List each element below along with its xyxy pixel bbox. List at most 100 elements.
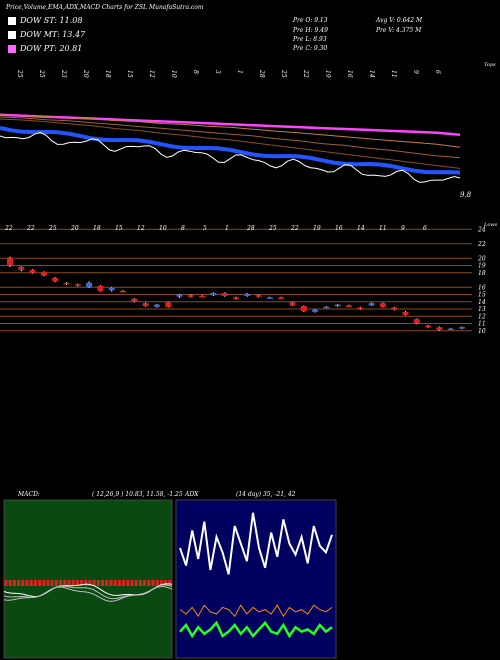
ema-date-label: 18	[104, 70, 111, 78]
candle-body	[52, 277, 59, 282]
legend-dow-pt: DOW PT: 20.81	[8, 44, 82, 53]
macd-histogram-bar	[147, 580, 151, 586]
candle-body	[346, 305, 352, 307]
price-date-label: 22	[4, 225, 13, 232]
candle-body	[29, 269, 36, 273]
macd-histogram-bar	[33, 580, 37, 586]
price-date-label: 15	[115, 225, 123, 232]
adx-series-line	[179, 604, 333, 618]
macd-histogram-bar	[71, 580, 75, 586]
macd-histogram-bar	[25, 580, 29, 586]
ema-date-label: 9	[412, 70, 419, 74]
legend-swatch	[8, 44, 16, 53]
ema-date-label: 15	[126, 70, 133, 78]
candle-body	[131, 298, 138, 302]
macd-histogram-bar	[92, 580, 96, 586]
macd-histogram-bar	[138, 580, 142, 586]
price-date-label: 25	[268, 225, 277, 232]
ema-series-line	[0, 118, 461, 169]
macd-histogram-bar	[59, 580, 63, 586]
macd-histogram-bar	[8, 580, 12, 586]
candle-body	[391, 307, 398, 310]
price-date-label: 20	[70, 225, 79, 232]
macd-line	[3, 586, 173, 602]
macd-params: ( 12,26,9 ) 10.83, 11.58, -1.25	[92, 491, 183, 498]
site-name: MunafaSutra.com	[148, 4, 204, 11]
macd-histogram-bar	[88, 580, 92, 586]
candle-body	[379, 303, 386, 307]
candle-body	[459, 327, 465, 329]
ema-date-label: 6	[434, 70, 441, 74]
candle-body	[97, 285, 104, 291]
legend-dow-st: DOW ST: 11.08	[8, 16, 82, 25]
ema-price-line	[0, 131, 461, 183]
candle-body	[120, 290, 126, 293]
candle-body	[176, 294, 183, 297]
macd-histogram-bar	[46, 580, 50, 586]
price-date-label: 16	[335, 225, 343, 232]
candle-body	[233, 297, 239, 299]
legend-label: DOW PT: 20.81	[20, 44, 83, 53]
macd-histogram-bar	[109, 580, 113, 586]
price-level-label: 12	[478, 313, 486, 320]
candle-body	[221, 293, 228, 296]
price-date-label: 28	[246, 225, 255, 232]
ema-series-line	[0, 114, 461, 148]
macd-histogram-bar	[84, 580, 88, 586]
ema-date-label: 12	[148, 70, 155, 78]
candle-body	[357, 307, 364, 310]
ema-panel: 25 25 23 20 18 15 12 10 8 3 1 28 25 22 19 16 14 11 9 6Tops9…	[0, 62, 496, 199]
ema-series-line	[0, 116, 461, 159]
price-date-label: 10	[159, 225, 167, 232]
candle-body	[255, 295, 262, 297]
macd-label: MACD:	[18, 491, 40, 498]
price-level-label: 20	[477, 255, 486, 262]
adx-panel	[175, 499, 337, 659]
macd-histogram-bar	[122, 580, 126, 586]
stat-high: Pre H: 9.49	[293, 27, 328, 34]
price-date-label: 14	[357, 225, 365, 232]
candle-body	[266, 297, 273, 299]
stat-pre-volume: Pre V: 4.375 M	[376, 27, 422, 34]
candle-body	[142, 303, 149, 307]
macd-histogram-bar	[63, 580, 67, 586]
adx-series-line	[179, 512, 333, 575]
candle-body	[447, 328, 454, 331]
price-level-label: 15	[478, 292, 486, 299]
candle-body	[323, 306, 330, 309]
macd-histogram-bar	[54, 580, 58, 586]
ema-date-label: 3	[214, 70, 221, 74]
macd-histogram-bar	[38, 580, 42, 586]
macd-histogram-bar	[105, 580, 109, 586]
macd-histogram-bar	[50, 580, 54, 586]
ema-date-label: 28	[258, 69, 265, 78]
candle-body	[402, 311, 409, 315]
candle-body	[7, 258, 13, 266]
macd-histogram-bar	[134, 580, 138, 586]
ema-date-label: 19	[324, 70, 331, 78]
price-level-label: 22	[477, 241, 486, 248]
price-level-label: 14	[478, 299, 486, 306]
macd-histogram-bar	[12, 580, 16, 586]
ema-date-label: 11	[390, 70, 397, 78]
ema-date-label: 25	[16, 69, 23, 78]
candle-body	[413, 319, 420, 324]
macd-background	[3, 499, 173, 659]
ema-date-label: 22	[302, 69, 309, 78]
candle-body	[63, 282, 70, 285]
price-level-label: 19	[478, 263, 486, 270]
candle-body	[153, 304, 160, 307]
candle-body	[334, 304, 341, 307]
candle-body	[436, 327, 443, 331]
legend-dow-mt: DOW MT: 13.47	[8, 30, 85, 39]
macd-histogram-bar	[126, 580, 130, 586]
price-date-label: 1	[225, 225, 229, 232]
legend-swatch	[8, 16, 16, 25]
macd-histogram-bar	[155, 580, 159, 586]
candle-body	[18, 266, 25, 270]
candle-body	[244, 293, 251, 296]
macd-histogram-bar	[21, 580, 25, 586]
macd-histogram-bar	[17, 580, 21, 586]
ema-right-label: Tops	[484, 62, 496, 68]
